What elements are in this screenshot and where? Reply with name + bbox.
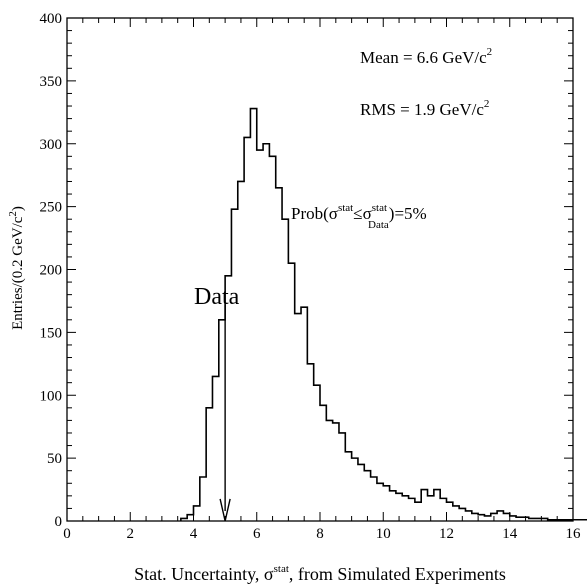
- x-tick-label: 0: [63, 526, 71, 542]
- x-tick-label: 10: [376, 526, 391, 542]
- x-tick-label: 2: [127, 526, 135, 542]
- x-tick-label: 16: [566, 526, 582, 542]
- ticks-group: [66, 17, 574, 522]
- rms-annotation: RMS = 1.9 GeV/c2: [360, 98, 489, 119]
- y-tick-label: 300: [40, 137, 63, 153]
- plot-frame: [66, 17, 574, 522]
- x-tick-label: 14: [502, 526, 518, 542]
- y-tick-label: 100: [40, 388, 63, 404]
- y-tick-label: 200: [40, 263, 63, 279]
- data-marker: [219, 304, 231, 522]
- x-tick-label: 12: [439, 526, 454, 542]
- y-tick-label: 0: [55, 514, 63, 530]
- y-axis-title: Entries/(0.2 GeV/c2): [7, 206, 26, 330]
- plot-border: [66, 17, 574, 522]
- x-tick-label: 6: [253, 526, 261, 542]
- y-tick-label: 50: [47, 451, 62, 467]
- y-tick-label: 350: [40, 74, 63, 90]
- histogram-series: [180, 107, 587, 521]
- probability-annotation: Prob(σstat≤σstat Data)=5%: [291, 202, 427, 231]
- x-tick-label: 4: [190, 526, 198, 542]
- tick-labels-group: 0 2 4 6 8 10 12 14 16 0 50 100 150 200 250 300 350 400: [40, 11, 582, 542]
- x-tick-label: 8: [316, 526, 324, 542]
- y-tick-label: 150: [40, 325, 63, 341]
- y-tick-label: 400: [40, 11, 63, 27]
- y-tick-label: 250: [40, 200, 63, 216]
- x-axis-title: Stat. Uncertainty, σstat, from Simulated…: [134, 563, 506, 584]
- data-label: Data: [194, 284, 240, 310]
- data-arrow-head: [219, 498, 231, 522]
- mean-annotation: Mean = 6.6 GeV/c2: [360, 46, 492, 67]
